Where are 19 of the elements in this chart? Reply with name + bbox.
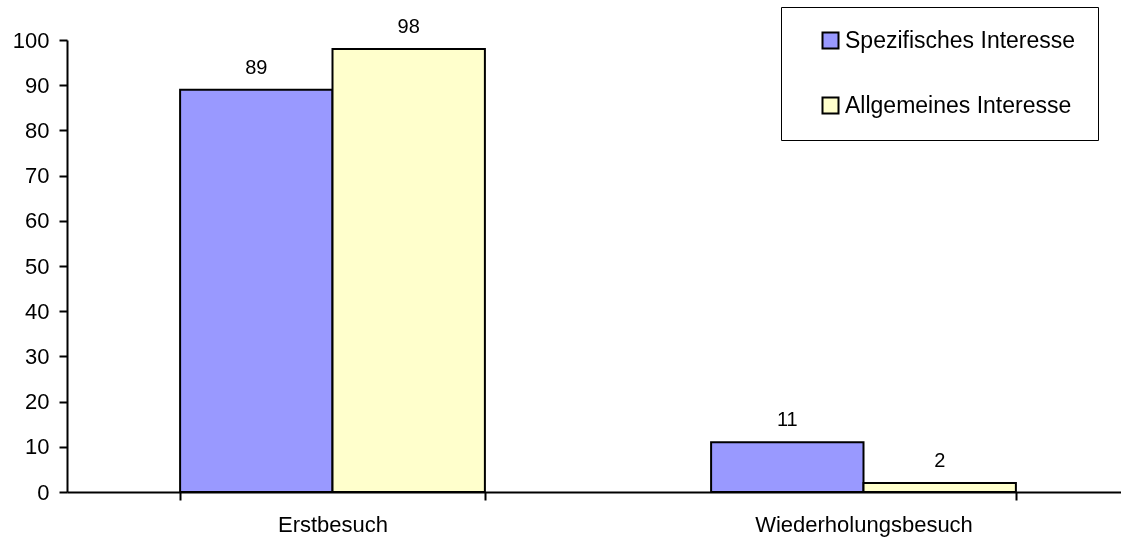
legend-label: Spezifisches Interesse (845, 26, 1076, 53)
y-tick-label: 80 (25, 117, 50, 143)
y-tick-label: 20 (25, 389, 50, 415)
y-tick-label: 40 (25, 298, 50, 324)
y-tick-label: 100 (12, 27, 50, 53)
y-tick-label: 50 (25, 253, 50, 279)
legend-label: Allgemeines Interesse (845, 91, 1072, 118)
data-label: 2 (934, 448, 946, 471)
x-tick-label: Erstbesuch (277, 511, 389, 537)
y-tick-label: 60 (25, 208, 50, 234)
data-label: 98 (397, 15, 420, 38)
data-label: 11 (776, 408, 798, 431)
y-tick-label: 90 (25, 72, 50, 98)
y-tick-label: 10 (25, 434, 50, 460)
y-tick-label: 70 (25, 163, 50, 189)
x-tick-label: Wiederholungsbesuch (755, 511, 973, 537)
data-label: 89 (245, 55, 268, 78)
y-tick-label: 0 (37, 479, 50, 505)
y-tick-label: 30 (25, 343, 50, 369)
